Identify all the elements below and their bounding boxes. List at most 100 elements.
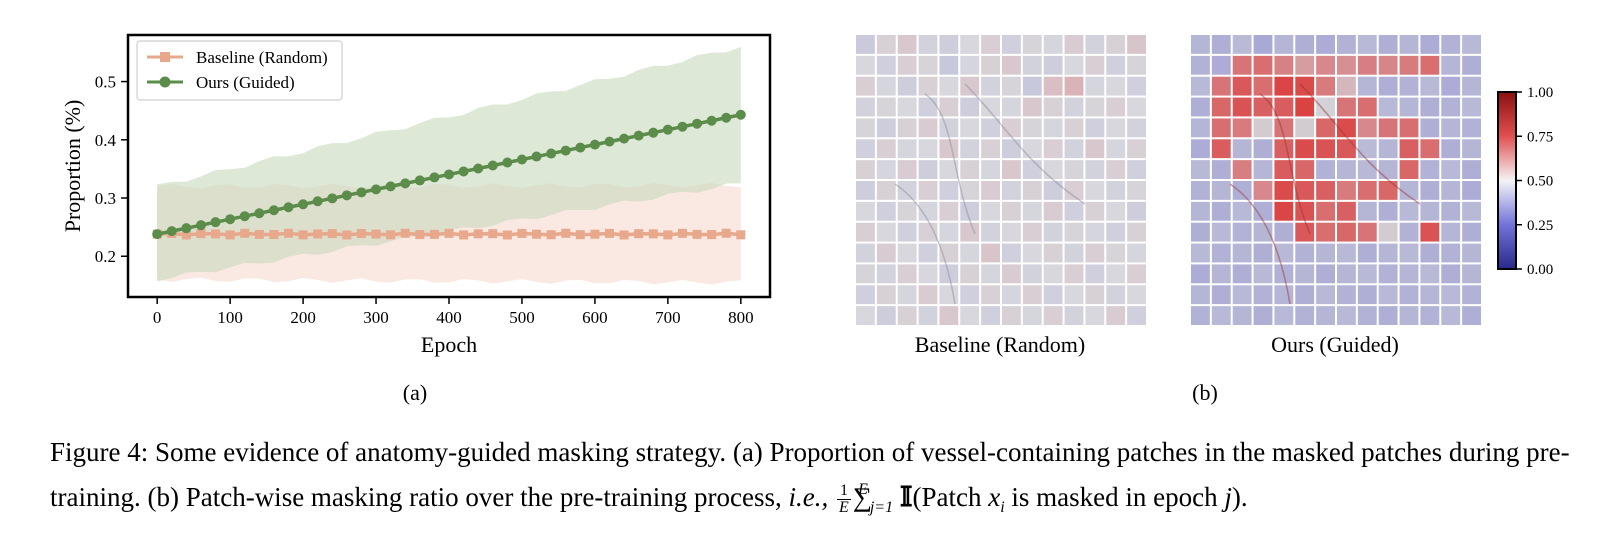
heatmap-cell [1022, 76, 1042, 96]
heatmap-cell [1253, 118, 1273, 138]
point-baseline-39 [721, 228, 731, 238]
heatmap-cell [981, 264, 1000, 284]
heatmap-cell [1002, 97, 1021, 117]
heatmap-cell [1127, 139, 1146, 159]
heatmap-cell [960, 139, 980, 159]
heatmap-cell [981, 35, 1000, 54]
point-baseline-22 [473, 229, 483, 239]
heatmap-cell [1357, 35, 1377, 54]
heatmap-cell [939, 222, 959, 242]
heatmap-cell [1441, 222, 1461, 242]
var-x-subscript: i [1000, 499, 1005, 516]
heatmap-cell [1316, 181, 1335, 200]
heatmap-cell [1337, 285, 1356, 305]
point-baseline-21 [459, 230, 469, 240]
heatmap-cell [1191, 222, 1210, 242]
vessel-texture [1229, 183, 1291, 305]
heatmap-cell [1462, 285, 1481, 305]
heatmap-cell [1232, 181, 1252, 200]
heatmap-cell [1316, 76, 1335, 96]
figure-caption: Figure 4: Some evidence of anatomy-guide… [50, 433, 1590, 527]
heatmap-cell [1441, 306, 1461, 325]
heatmap-cell [1043, 201, 1063, 221]
x-tick-label: 300 [363, 308, 389, 327]
heatmap-cell [1357, 222, 1377, 242]
heatmap-cell [1441, 243, 1461, 263]
heatmap-cell [1064, 118, 1084, 138]
heatmap-cell [1127, 243, 1146, 263]
point-ours-15 [371, 184, 382, 195]
heatmap-cell [1295, 118, 1315, 138]
heatmap-cell [1232, 97, 1252, 117]
heatmap-cell [1399, 264, 1419, 284]
heatmap-cell [1420, 285, 1440, 305]
heatmap-label-baseline: Baseline (Random) [915, 332, 1085, 357]
heatmap-cell [1064, 181, 1084, 200]
heatmap-cell [1337, 97, 1356, 117]
heatmap-cell [897, 97, 917, 117]
heatmap-cell [1253, 55, 1273, 75]
heatmap-cell [876, 118, 896, 138]
heatmap-cell [1337, 181, 1356, 200]
heatmap-cell [1253, 222, 1273, 242]
heatmap-cell [1043, 264, 1063, 284]
heatmap-cell [1106, 97, 1126, 117]
heatmap-cell [1316, 306, 1335, 325]
heatmap-cell [1064, 160, 1084, 179]
heatmap-cell [1253, 160, 1273, 179]
point-baseline-36 [677, 228, 687, 238]
heatmap-cell [876, 222, 896, 242]
heatmap-cell [1378, 76, 1398, 96]
heatmap-cell [1316, 160, 1335, 179]
heatmap-cell [1462, 35, 1481, 54]
caption-ie: i.e., [788, 482, 829, 512]
heatmap-cell [1106, 118, 1126, 138]
heatmap-cell [1253, 181, 1273, 200]
heatmap-cell [1462, 306, 1481, 325]
heatmap-cell [1357, 118, 1377, 138]
caption-paren-1: (Patch [912, 482, 989, 512]
point-baseline-30 [590, 229, 600, 239]
heatmap-cell [1232, 285, 1252, 305]
heatmap-cell [1357, 139, 1377, 159]
vessel-texture [964, 83, 1086, 205]
legend-label-ours: Ours (Guided) [196, 73, 295, 92]
heatmap-cell [1399, 35, 1419, 54]
heatmap-cell [1316, 285, 1335, 305]
heatmap-cell [960, 76, 980, 96]
vessel-texture [1259, 93, 1311, 235]
heatmap-cell [1022, 285, 1042, 305]
heatmap-cell [1462, 160, 1481, 179]
heatmap-cell [1211, 118, 1231, 138]
point-baseline-2 [181, 230, 191, 240]
point-baseline-38 [707, 230, 717, 240]
heatmap-cell [1462, 118, 1481, 138]
heatmap-cell [939, 76, 959, 96]
heatmap-cell [1211, 97, 1231, 117]
heatmap-cell [960, 35, 980, 54]
heatmap-cell [1211, 181, 1231, 200]
heatmap-cell [1043, 139, 1063, 159]
heatmap-cell [1191, 264, 1210, 284]
heatmap-cell [1127, 222, 1146, 242]
fraction-denominator: E [839, 499, 849, 517]
heatmap-cell [1002, 285, 1021, 305]
heatmap-cell [1106, 160, 1126, 179]
heatmap-cell [1378, 160, 1398, 179]
heatmap-cell [1043, 160, 1063, 179]
colorbar-tick-label: 1.00 [1527, 85, 1553, 101]
heatmap-cell [1378, 201, 1398, 221]
x-tick-label: 0 [153, 308, 162, 327]
heatmap-cell [897, 201, 917, 221]
heatmap-cell [1106, 181, 1126, 200]
heatmap-cell [1420, 243, 1440, 263]
heatmap-cell [1274, 285, 1294, 305]
heatmap-cell [1337, 222, 1356, 242]
heatmap-cell [1002, 118, 1021, 138]
heatmap-cell [960, 222, 980, 242]
sum-subscript: j=1 [869, 499, 894, 516]
heatmap-cell [1211, 35, 1231, 54]
heatmap-cell [1002, 35, 1021, 54]
point-baseline-15 [371, 229, 381, 239]
heatmap-cell [1085, 97, 1105, 117]
